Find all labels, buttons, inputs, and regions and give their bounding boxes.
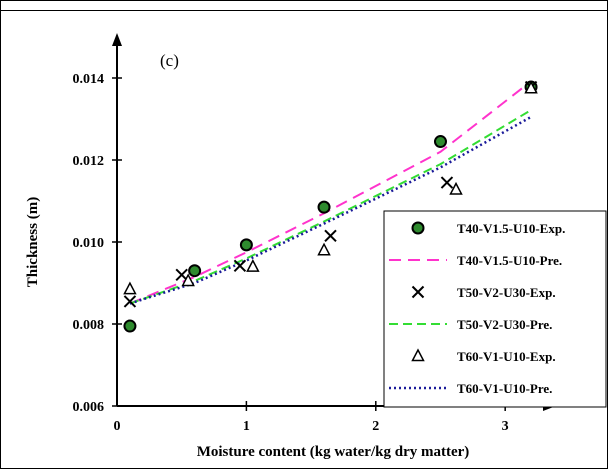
x-marker-stroke: [233, 259, 247, 272]
legend-label: T40-V1.5-U10-Exp.: [457, 221, 565, 236]
x-tick-label: 0: [114, 419, 121, 434]
legend-marker-swatch: [411, 348, 425, 362]
y-tick-label: 0.008: [73, 318, 105, 333]
data-point: [188, 264, 202, 278]
legend-label: T40-V1.5-U10-Pre.: [457, 253, 562, 268]
series-layer: [123, 80, 538, 333]
data-point: [449, 181, 463, 195]
legend: T40-V1.5-U10-Exp. T40-V1.5-U10-Pre. T50-V2…: [383, 210, 607, 408]
series-line: [129, 80, 532, 305]
panel-label: (c): [160, 51, 179, 70]
data-point: [175, 268, 188, 282]
data-point: [524, 80, 538, 94]
x-axis-title: Moisture content (kg water/kg dry matter…: [197, 444, 470, 460]
top-strip: [1, 1, 607, 11]
x-tick-label: 1: [243, 419, 250, 434]
data-point: [233, 259, 247, 272]
x-marker-stroke: [324, 229, 337, 243]
data-point: [440, 176, 454, 189]
axes: 0.006 0.008 0.010 0.012 0.014 0 1 2 3: [73, 33, 556, 434]
legend-label: T60-V1-U10-Exp.: [457, 349, 556, 364]
y-axis-title: Thickness (m): [25, 197, 41, 287]
data-point: [246, 258, 260, 272]
legend-box: [383, 210, 607, 408]
x-marker-stroke: [411, 285, 425, 299]
x-tick-label: 3: [502, 419, 509, 434]
y-tick-label: 0.012: [73, 154, 105, 169]
x-marker-stroke: [175, 268, 188, 282]
data-point: [433, 135, 447, 149]
y-tick-label: 0.014: [73, 72, 105, 87]
legend-label: T50-V2-U30-Exp.: [457, 285, 556, 300]
x-marker-stroke: [123, 295, 137, 308]
y-axis-arrow: [112, 33, 122, 46]
data-point: [181, 273, 195, 287]
x-marker-stroke: [440, 176, 454, 189]
x-tick-label: 2: [372, 419, 379, 434]
data-point: [123, 319, 137, 333]
legend-label: T50-V2-U30-Pre.: [457, 317, 552, 332]
data-point: [317, 242, 331, 256]
legend-marker-swatch: [411, 221, 425, 235]
y-tick-label: 0.010: [73, 236, 105, 251]
data-point: [317, 200, 331, 214]
data-point: [324, 229, 337, 243]
legend-label: T60-V1-U10-Pre.: [457, 381, 552, 396]
data-point: [123, 295, 137, 308]
data-point: [123, 281, 137, 295]
y-tick-label: 0.006: [73, 400, 105, 415]
data-point: [239, 238, 253, 252]
series-line: [129, 115, 532, 305]
legend-marker-swatch: [411, 285, 425, 299]
